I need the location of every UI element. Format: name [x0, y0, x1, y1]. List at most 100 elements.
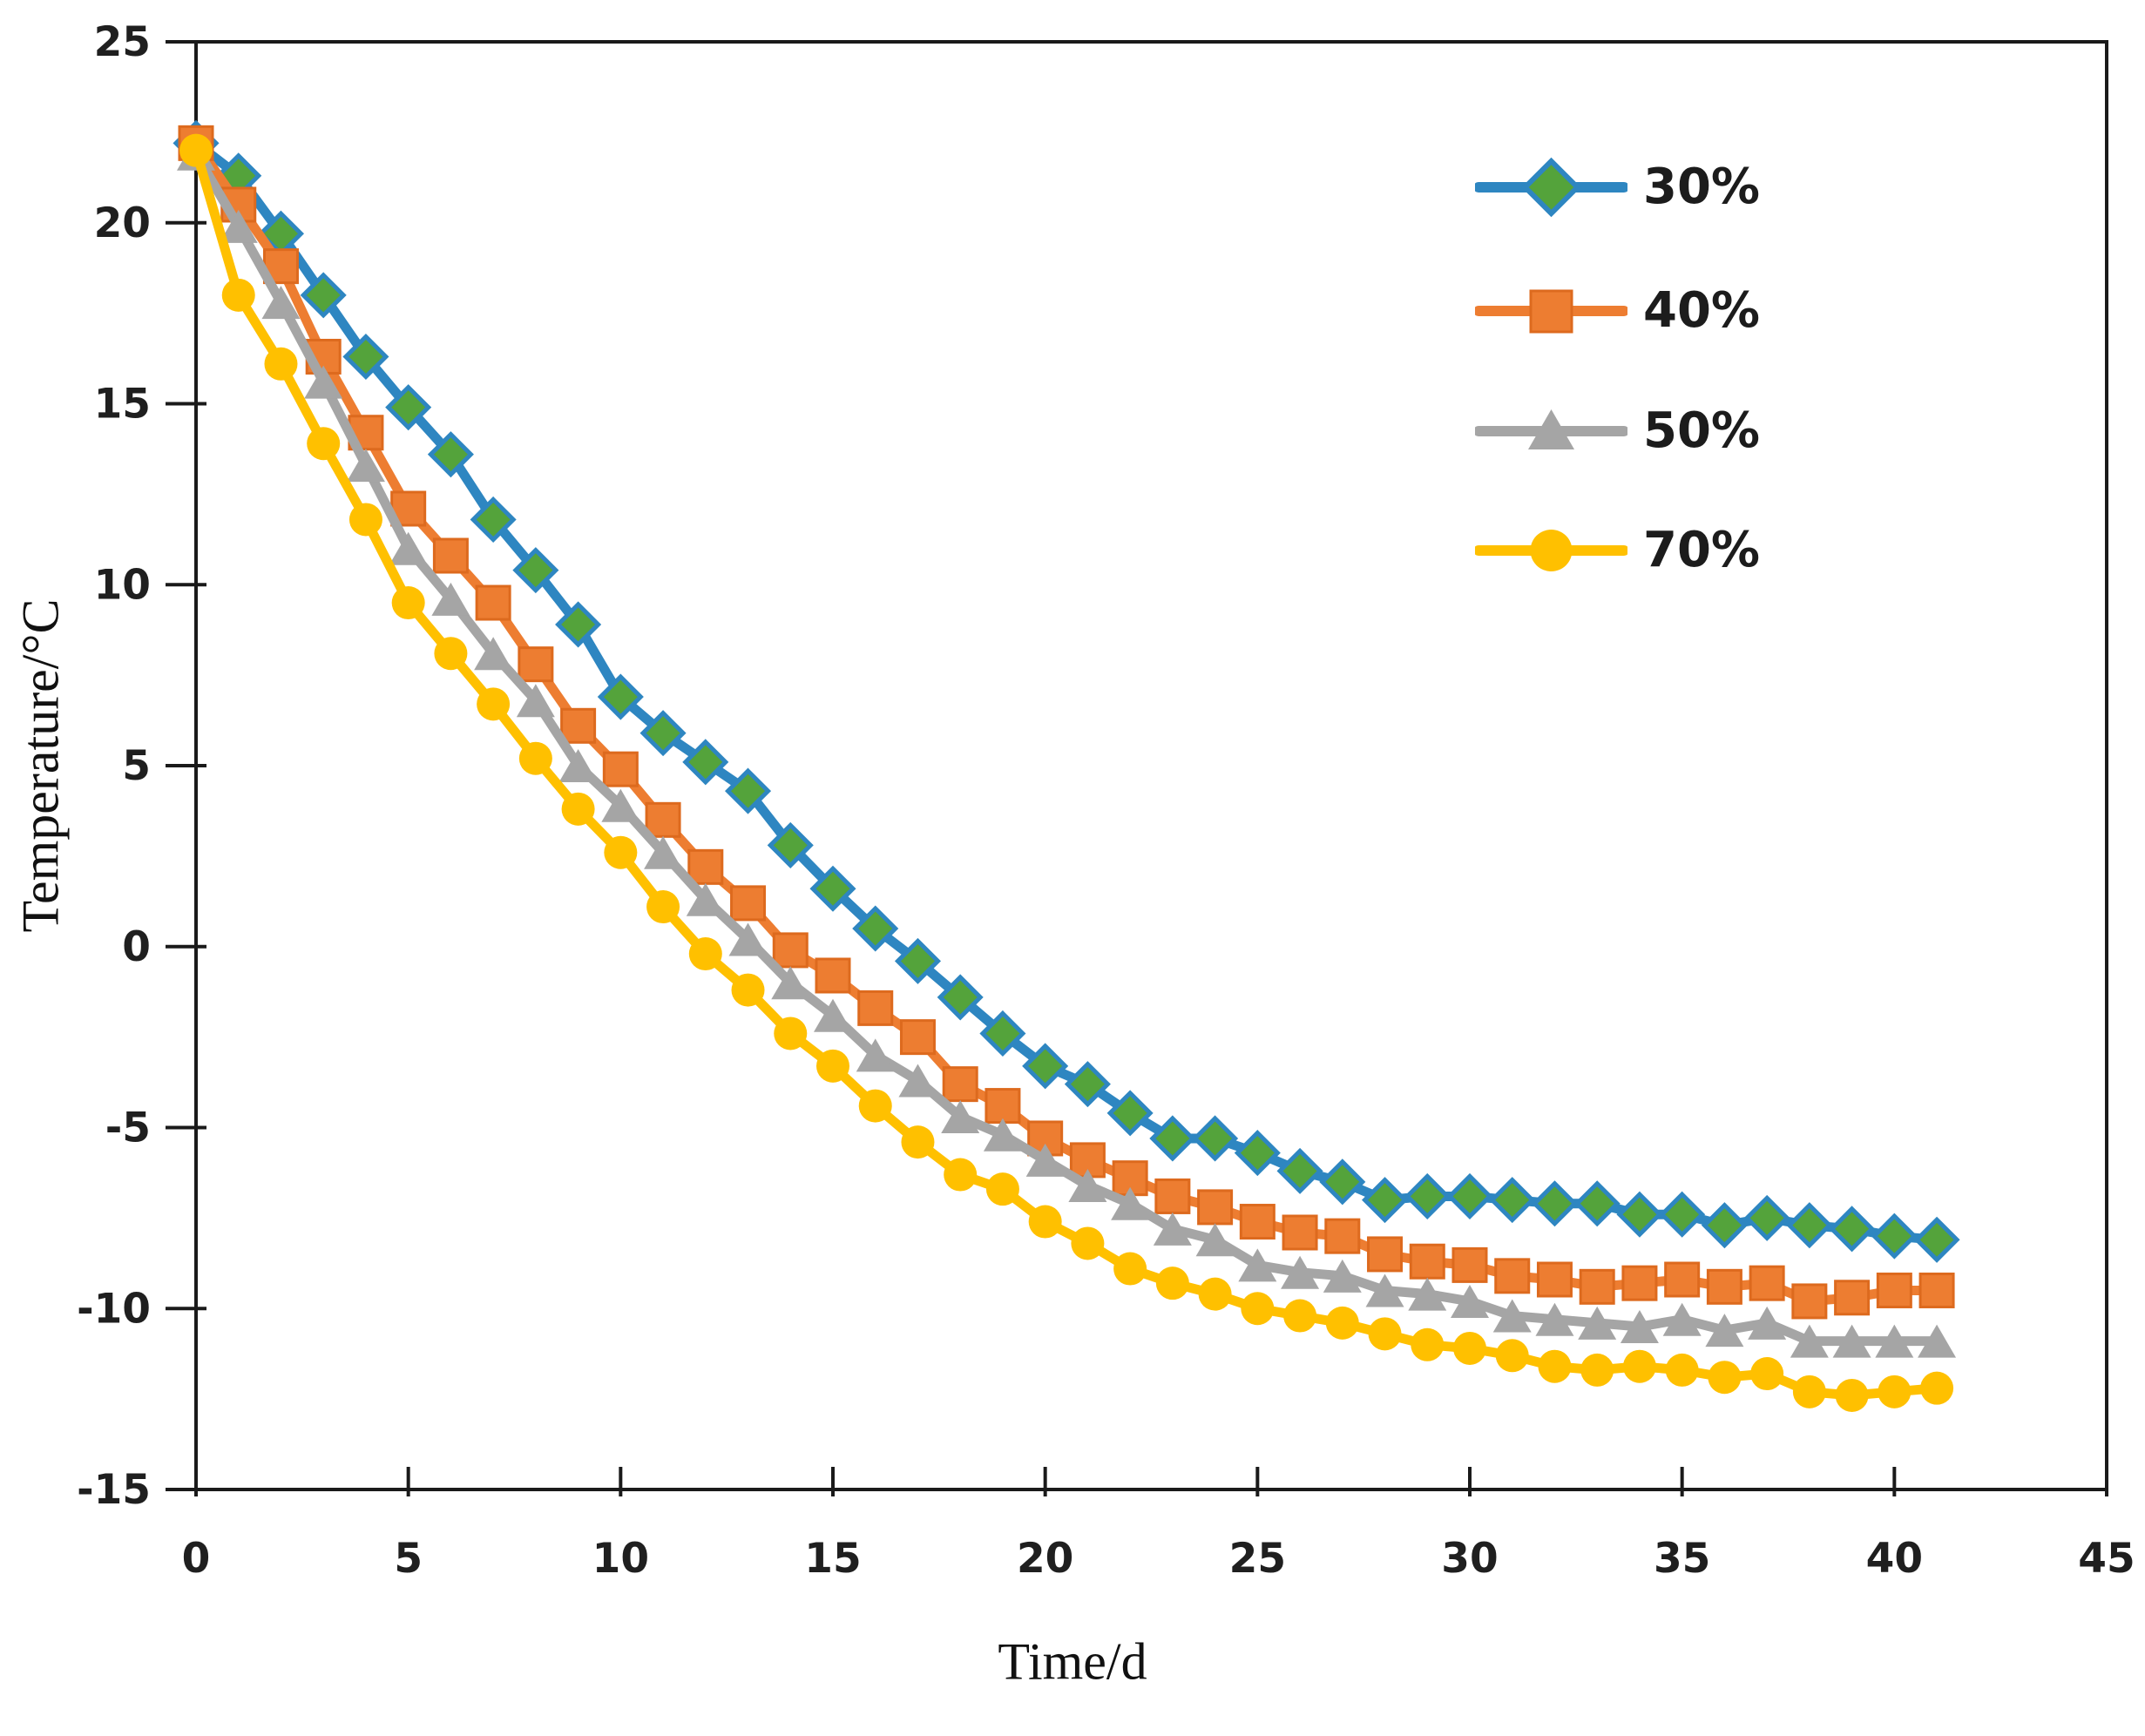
- data-point-diamond: [937, 974, 984, 1021]
- data-point-triangle: [1662, 1302, 1702, 1336]
- data-point-diamond: [852, 905, 899, 952]
- data-point-diamond: [1829, 1206, 1876, 1253]
- data-point-circle: [1580, 1353, 1614, 1387]
- data-point-triangle: [1111, 1186, 1150, 1220]
- data-point-diamond: [1573, 1180, 1621, 1227]
- data-point-circle: [985, 1172, 1019, 1206]
- data-point-circle: [348, 503, 382, 537]
- data-point-diamond: [1659, 1191, 1706, 1238]
- data-point-circle: [1411, 1327, 1445, 1361]
- data-point-square: [432, 537, 469, 574]
- data-point-circle: [391, 586, 425, 620]
- data-point-triangle: [1195, 1223, 1235, 1257]
- data-point-square: [1834, 1280, 1871, 1316]
- data-point-circle: [1368, 1317, 1402, 1351]
- y-tick-label: -10: [77, 1285, 151, 1333]
- y-tick-label: 25: [94, 18, 151, 66]
- data-point-circle: [307, 427, 341, 461]
- data-point-circle: [179, 133, 213, 167]
- data-point-circle: [901, 1125, 935, 1159]
- data-point-circle: [1750, 1357, 1784, 1391]
- data-point-triangle: [1492, 1299, 1532, 1333]
- data-point-square: [1197, 1189, 1234, 1226]
- data-point-diamond: [979, 1010, 1026, 1057]
- y-tick-label: 10: [94, 561, 151, 609]
- legend-key-square-icon: [1475, 289, 1627, 334]
- data-point-circle: [1155, 1267, 1189, 1300]
- series-70-percent: [179, 133, 1954, 1412]
- data-point-square: [475, 584, 511, 621]
- data-point-square: [1791, 1283, 1828, 1320]
- data-point-diamond: [1701, 1202, 1748, 1249]
- data-point-diamond: [1361, 1177, 1409, 1224]
- data-point-square: [1494, 1258, 1531, 1294]
- data-point-circle: [1708, 1361, 1742, 1395]
- data-point-diamond: [555, 601, 602, 648]
- data-point-circle: [688, 937, 722, 971]
- y-tick-label: -15: [77, 1466, 151, 1514]
- data-point-triangle: [1620, 1310, 1659, 1344]
- data-point-triangle: [516, 684, 555, 718]
- data-point-square: [815, 957, 851, 994]
- data-point-triangle: [1025, 1143, 1065, 1177]
- data-point-square: [687, 848, 724, 885]
- x-tick-label: 10: [592, 1535, 649, 1583]
- data-point-triangle: [814, 998, 852, 1032]
- data-point-circle: [518, 741, 552, 775]
- data-point-diamond: [767, 821, 814, 868]
- data-point-diamond: [1319, 1158, 1366, 1206]
- data-point-triangle: [1365, 1273, 1404, 1307]
- x-tick-label: 25: [1229, 1535, 1286, 1583]
- data-point-square: [942, 1066, 978, 1103]
- data-point-triangle: [941, 1100, 980, 1134]
- data-point-square: [899, 1019, 936, 1056]
- data-point-circle: [858, 1089, 892, 1123]
- data-point-diamond: [682, 739, 729, 786]
- data-point-diamond: [1616, 1191, 1663, 1238]
- legend-key-circle-icon: [1475, 530, 1627, 571]
- data-point-circle: [1920, 1371, 1954, 1405]
- data-point-diamond: [1064, 1061, 1111, 1108]
- x-axis: 0 5 10 15 20 25 30 35 40 45: [182, 1467, 2135, 1583]
- data-point-diamond: [512, 547, 559, 594]
- data-point-diamond: [724, 767, 772, 814]
- data-point-square: [1706, 1268, 1742, 1305]
- data-point-diamond: [1489, 1177, 1536, 1224]
- x-tick-label: 40: [1866, 1535, 1923, 1583]
- y-tick-label: 0: [122, 923, 151, 971]
- x-tick-label: 0: [182, 1535, 211, 1583]
- data-point-diamond: [639, 710, 687, 757]
- data-point-diamond: [1149, 1115, 1196, 1162]
- data-point-circle: [1325, 1306, 1359, 1340]
- data-point-square: [1409, 1243, 1445, 1280]
- data-point-triangle: [1535, 1302, 1574, 1336]
- data-point-diamond: [1404, 1172, 1451, 1219]
- data-point-square: [1579, 1268, 1615, 1305]
- data-point-triangle: [728, 922, 768, 956]
- data-point-square: [602, 751, 639, 787]
- data-point-square: [560, 707, 597, 744]
- data-point-triangle: [389, 531, 428, 565]
- data-point-triangle: [558, 749, 598, 782]
- data-point-triangle: [644, 835, 683, 869]
- data-point-circle: [221, 278, 255, 312]
- data-point-diamond: [300, 272, 347, 319]
- data-point-square: [1239, 1204, 1275, 1240]
- data-point-circle: [1792, 1375, 1826, 1408]
- data-point-triangle: [1068, 1168, 1107, 1202]
- data-point-diamond: [1743, 1194, 1790, 1241]
- legend-label: 50%: [1643, 402, 1761, 459]
- legend-item-70-percent: 70%: [1475, 511, 1760, 590]
- y-tick-label: 15: [94, 381, 151, 429]
- data-point-triangle: [983, 1118, 1022, 1152]
- data-point-circle: [477, 687, 511, 721]
- data-point-diamond: [1106, 1090, 1154, 1137]
- data-point-triangle: [686, 882, 725, 916]
- data-point-circle: [1665, 1353, 1699, 1387]
- legend-label: 70%: [1643, 522, 1761, 578]
- data-point-diamond: [809, 865, 856, 912]
- data-point-circle: [774, 1017, 808, 1050]
- data-point-circle: [1028, 1205, 1062, 1239]
- x-axis-title: Time/d: [998, 1632, 1147, 1691]
- data-point-square: [518, 646, 554, 683]
